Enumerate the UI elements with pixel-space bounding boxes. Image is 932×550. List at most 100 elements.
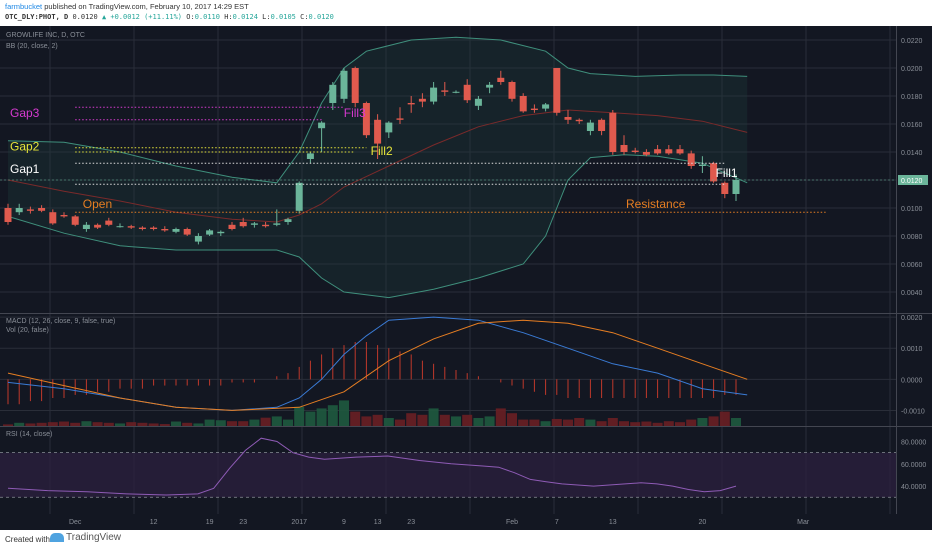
volume-bar: [103, 422, 114, 426]
x-axis-tick: 13: [609, 519, 617, 526]
volume-bar: [294, 406, 305, 426]
volume-bar: [204, 419, 215, 426]
volume-bar: [551, 418, 562, 426]
volume-bar: [540, 421, 551, 426]
volume-bar: [126, 422, 137, 426]
candle-body: [631, 150, 639, 152]
x-axis-tick: 23: [407, 519, 415, 526]
price-axis-tick: 0.0080: [901, 234, 923, 241]
price-axis-tick: 0.0060: [901, 262, 923, 269]
volume-bar: [585, 419, 596, 426]
rsi-axis-tick: 80.0000: [901, 440, 926, 447]
volume-bar: [137, 422, 148, 426]
volume-bar: [271, 416, 282, 426]
volume-bar: [574, 418, 585, 426]
candle-body: [105, 220, 113, 225]
volume-bar: [305, 411, 316, 426]
macd-axis-tick: 0.0010: [901, 346, 923, 353]
candle-body: [262, 224, 270, 227]
x-axis-tick: 19: [206, 519, 214, 526]
annotation-label: Gap3: [10, 106, 40, 120]
rsi-axis-tick: 60.0000: [901, 462, 926, 469]
author-link[interactable]: farmbucket: [5, 2, 43, 11]
volume-bar: [316, 408, 327, 426]
tradingview-cloud-icon: [50, 532, 64, 542]
candle-body: [38, 208, 46, 211]
volume-bar: [428, 408, 439, 426]
volume-bar: [92, 422, 103, 426]
candle-body: [553, 68, 561, 113]
candle-body: [732, 180, 740, 194]
x-axis-tick: Dec: [69, 519, 82, 526]
volume-bar: [47, 422, 58, 426]
candle-body: [82, 224, 90, 229]
candle-body: [340, 70, 348, 99]
volume-bar: [148, 423, 159, 426]
price-axis-tick: 0.0220: [901, 38, 923, 45]
rsi-label: RSI (14, close): [6, 431, 52, 438]
chart-title: GROWLIFE INC, D, OTC: [6, 32, 85, 39]
bollinger-upper-line: [7, 36, 748, 184]
candle-body: [575, 119, 583, 122]
candle-body: [161, 229, 169, 231]
volume-bar: [596, 421, 607, 426]
annotation-label: Gap2: [10, 140, 40, 154]
candle-body: [721, 182, 729, 194]
macd-axis-tick: 0.0020: [901, 315, 923, 322]
candle-body: [284, 219, 292, 222]
volume-bar: [607, 418, 618, 426]
candle-body: [4, 208, 12, 222]
volume-bar: [495, 408, 506, 426]
candle-body: [609, 112, 617, 152]
chart-background: [0, 26, 932, 530]
candle-body: [15, 208, 23, 213]
price-axis-tick: 0.0040: [901, 290, 923, 297]
price-axis-tick: 0.0180: [901, 94, 923, 101]
candle-body: [60, 215, 68, 217]
volume-bar: [652, 422, 663, 426]
ohlc-line: OTC_DLY:PHOT, D 0.0120 ▲ +0.0012 (+11.11…: [5, 13, 334, 21]
x-axis-tick: 23: [239, 519, 247, 526]
volume-bar: [619, 421, 629, 426]
volume-bar: [372, 414, 383, 426]
candle-body: [396, 118, 404, 120]
annotation-label: Fill1: [716, 166, 738, 180]
ohlc-values: O:0.0110 H:0.0124 L:0.0105 C:0.0120: [186, 13, 334, 21]
low-value: 0.0105: [270, 13, 296, 21]
price-axis-tick: 0.0100: [901, 206, 923, 213]
candle-body: [49, 212, 57, 224]
candle-body: [497, 77, 505, 82]
candle-body: [250, 223, 258, 225]
volume-bar: [350, 411, 361, 426]
candle-body: [698, 164, 706, 166]
volume-bar: [630, 422, 641, 426]
volume-bar: [406, 413, 417, 426]
x-axis-tick: 20: [699, 519, 707, 526]
brand-label: TradingView: [66, 532, 122, 543]
volume-bar: [59, 421, 69, 426]
bollinger-lower-line: [7, 154, 748, 299]
chart-header: farmbucket published on TradingView.com,…: [0, 0, 932, 26]
volume-bar: [719, 411, 730, 426]
volume-bar: [159, 424, 170, 426]
candle-body: [351, 68, 359, 103]
volume-bar: [227, 421, 237, 426]
candle-body: [273, 223, 281, 225]
candle-body: [217, 231, 225, 234]
candle-body: [418, 98, 426, 102]
candle-body: [564, 117, 572, 120]
x-axis-tick: 7: [555, 519, 559, 526]
tradingview-logo[interactable]: TradingView: [50, 532, 121, 543]
candle-body: [374, 119, 382, 144]
chart-canvas[interactable]: 0.0220 0.0200 0.0180 0.0160 0.0140 0.0120 0.01…: [0, 26, 932, 530]
volume-bar: [339, 400, 349, 426]
change-label: ▲ +0.0012 (+11.11%): [101, 13, 183, 21]
candle-body: [94, 224, 102, 228]
candle-body: [295, 182, 303, 211]
volume-bar: [171, 421, 181, 426]
candle-body: [26, 209, 34, 211]
macd-axis-tick: 0.0000: [901, 377, 923, 384]
annotation-label: Resistance: [626, 197, 686, 211]
volume-bar: [383, 418, 394, 426]
candle-body: [318, 122, 326, 129]
